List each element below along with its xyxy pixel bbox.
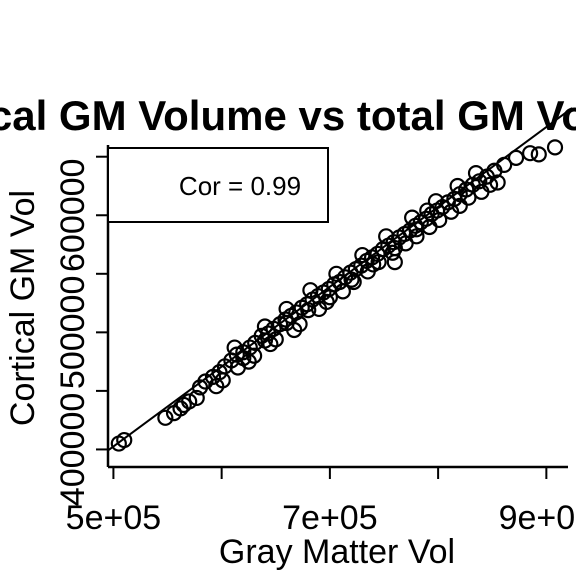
y-tick-label: 600000 — [54, 159, 92, 272]
y-axis-label: Cortical GM Vol — [4, 190, 42, 426]
data-point — [378, 228, 395, 245]
data-point — [408, 221, 425, 238]
data-point — [188, 389, 205, 407]
data-point — [449, 177, 466, 195]
data-point — [369, 245, 386, 262]
data-point — [235, 350, 252, 367]
data-point — [157, 409, 174, 426]
data-point — [302, 282, 319, 299]
data-point — [300, 301, 317, 319]
data-point — [191, 379, 209, 396]
data-point — [365, 256, 382, 273]
data-point — [288, 304, 305, 321]
data-point — [427, 193, 445, 210]
x-ticks: 5e+05 7e+05 9e+05 — [66, 467, 576, 537]
data-point — [481, 176, 499, 193]
data-point — [496, 156, 513, 174]
data-point — [522, 145, 539, 162]
data-point — [116, 431, 133, 449]
data-point — [267, 331, 284, 348]
data-point — [419, 202, 436, 219]
data-point — [489, 174, 506, 191]
data-point — [334, 283, 351, 300]
data-point — [460, 189, 477, 206]
data-point — [328, 265, 345, 282]
data-point — [208, 378, 225, 395]
data-point — [278, 314, 295, 332]
data-point — [546, 139, 564, 156]
chart-title: Cortical GM Volume vs total GM Volume — [0, 92, 576, 139]
data-point — [386, 253, 403, 271]
x-axis-label: Gray Matter Vol — [219, 533, 455, 571]
data-points — [110, 139, 564, 452]
legend-box — [107, 147, 329, 223]
data-point — [354, 246, 371, 264]
x-tick-label: 5e+05 — [66, 499, 162, 537]
data-point — [443, 203, 460, 220]
data-point — [530, 146, 547, 163]
data-point — [321, 289, 338, 306]
data-point — [256, 332, 274, 349]
correlation-label: Cor = 0.99 — [179, 171, 301, 201]
y-tick-label: 400000 — [54, 393, 92, 506]
y-tick-label: 500000 — [54, 276, 92, 389]
data-point — [175, 396, 192, 414]
x-tick-label: 7e+05 — [282, 499, 378, 537]
data-point — [226, 339, 243, 356]
data-point — [271, 316, 289, 333]
y-ticks: 400000 500000 600000 — [54, 155, 108, 506]
x-tick-label: 9e+05 — [499, 499, 576, 537]
data-point — [343, 271, 360, 288]
data-point — [467, 165, 485, 182]
data-point — [345, 273, 362, 291]
data-point — [507, 149, 525, 166]
